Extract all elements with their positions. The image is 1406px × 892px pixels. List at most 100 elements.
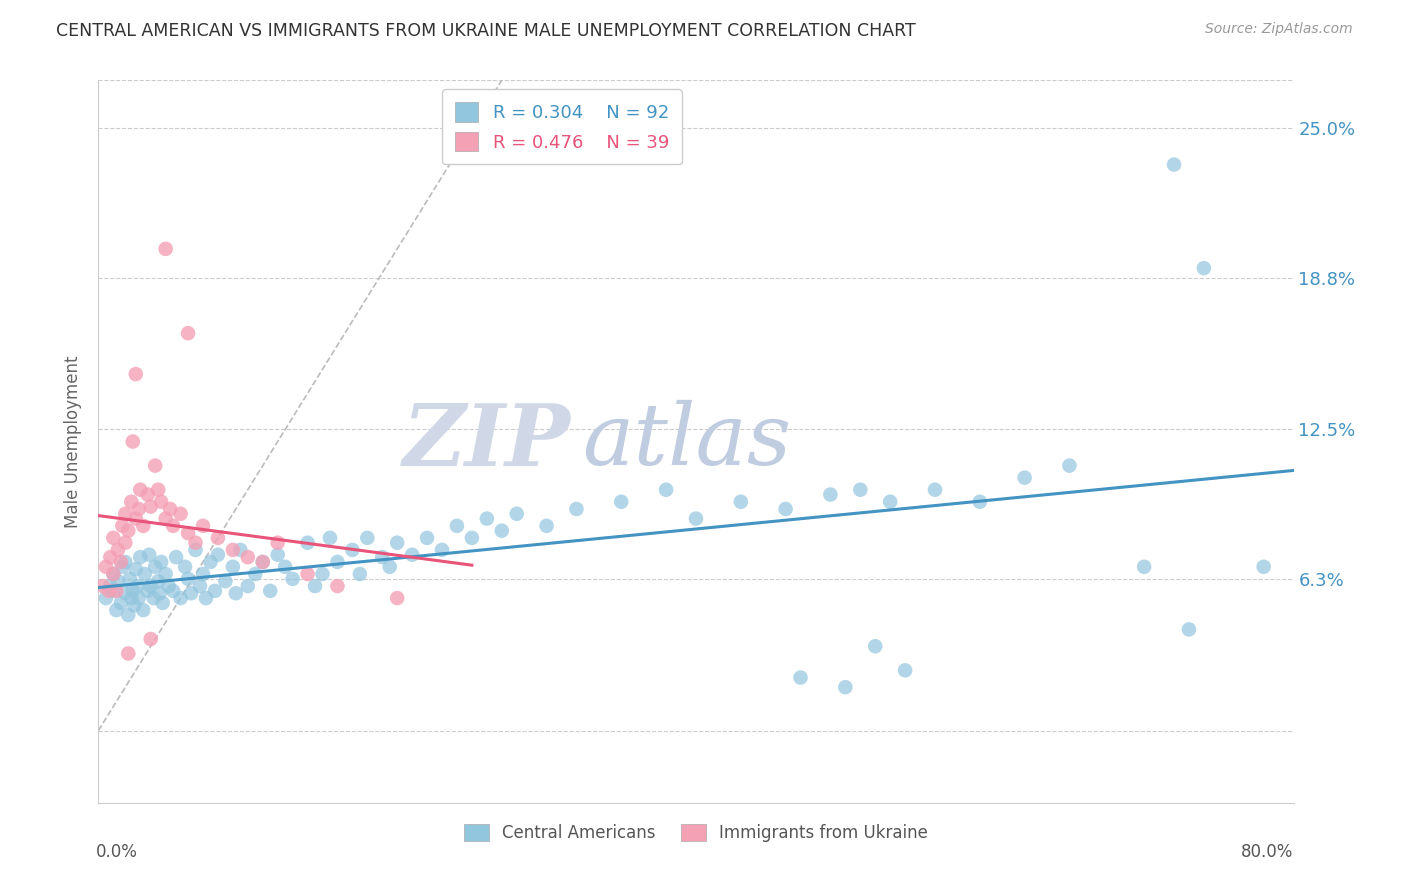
Point — [132, 603, 155, 617]
Point — [139, 632, 162, 646]
Point — [565, 502, 588, 516]
Point — [342, 542, 364, 557]
Point — [114, 507, 136, 521]
Point — [222, 542, 245, 557]
Point — [177, 326, 200, 341]
Point — [134, 567, 156, 582]
Point — [142, 591, 165, 606]
Text: CENTRAL AMERICAN VS IMMIGRANTS FROM UKRAINE MALE UNEMPLOYMENT CORRELATION CHART: CENTRAL AMERICAN VS IMMIGRANTS FROM UKRA… — [56, 22, 915, 40]
Point — [924, 483, 946, 497]
Point — [446, 518, 468, 533]
Point — [191, 567, 214, 582]
Point — [162, 583, 184, 598]
Point — [281, 572, 304, 586]
Point — [461, 531, 484, 545]
Point — [117, 524, 139, 538]
Point — [200, 555, 222, 569]
Point — [1014, 471, 1036, 485]
Point — [139, 579, 162, 593]
Legend: Central Americans, Immigrants from Ukraine: Central Americans, Immigrants from Ukrai… — [457, 817, 935, 848]
Point — [1163, 158, 1185, 172]
Point — [225, 586, 247, 600]
Point — [789, 671, 811, 685]
Point — [304, 579, 326, 593]
Point — [180, 586, 202, 600]
Point — [849, 483, 872, 497]
Point — [475, 511, 498, 525]
Point — [103, 567, 125, 582]
Point — [371, 550, 394, 565]
Point — [155, 242, 177, 256]
Point — [121, 583, 143, 598]
Point — [125, 367, 148, 381]
Point — [834, 680, 856, 694]
Point — [879, 494, 901, 508]
Text: 0.0%: 0.0% — [96, 843, 138, 861]
Point — [267, 548, 290, 562]
Point — [118, 572, 141, 586]
Point — [326, 555, 349, 569]
Point — [184, 535, 207, 549]
Point — [1133, 559, 1156, 574]
Point — [267, 535, 290, 549]
Point — [136, 487, 159, 501]
Point — [121, 434, 143, 449]
Point — [94, 559, 117, 574]
Point — [169, 591, 191, 606]
Point — [319, 531, 342, 545]
Point — [401, 548, 423, 562]
Point — [105, 603, 128, 617]
Point — [127, 579, 149, 593]
Point — [98, 550, 122, 565]
Point — [91, 579, 114, 593]
Point — [125, 562, 148, 576]
Point — [188, 579, 211, 593]
Point — [162, 518, 184, 533]
Point — [252, 555, 274, 569]
Point — [865, 639, 887, 653]
Point — [114, 535, 136, 549]
Point — [311, 567, 333, 582]
Point — [207, 531, 229, 545]
Point — [169, 507, 191, 521]
Point — [103, 531, 125, 545]
Point — [1178, 623, 1201, 637]
Point — [245, 567, 267, 582]
Point — [1059, 458, 1081, 473]
Point — [297, 567, 319, 582]
Point — [111, 559, 134, 574]
Point — [236, 550, 259, 565]
Point — [97, 583, 120, 598]
Point — [326, 579, 349, 593]
Point — [775, 502, 797, 516]
Point — [236, 579, 259, 593]
Text: atlas: atlas — [582, 401, 792, 483]
Point — [111, 518, 134, 533]
Point — [143, 559, 166, 574]
Point — [155, 567, 177, 582]
Point — [356, 531, 378, 545]
Point — [204, 583, 226, 598]
Point — [148, 483, 170, 497]
Point — [157, 579, 180, 593]
Point — [132, 518, 155, 533]
Point — [1192, 261, 1215, 276]
Point — [385, 591, 409, 606]
Point — [114, 586, 136, 600]
Point — [149, 586, 172, 600]
Point — [117, 607, 139, 622]
Point — [297, 535, 319, 549]
Point — [117, 647, 139, 661]
Text: ZIP: ZIP — [402, 400, 571, 483]
Point — [128, 502, 150, 516]
Point — [103, 583, 125, 598]
Point — [148, 574, 170, 589]
Point — [165, 550, 187, 565]
Point — [125, 511, 148, 525]
Point — [110, 555, 132, 569]
Point — [105, 583, 128, 598]
Point — [107, 574, 129, 589]
Point — [136, 583, 159, 598]
Point — [610, 494, 633, 508]
Point — [138, 548, 160, 562]
